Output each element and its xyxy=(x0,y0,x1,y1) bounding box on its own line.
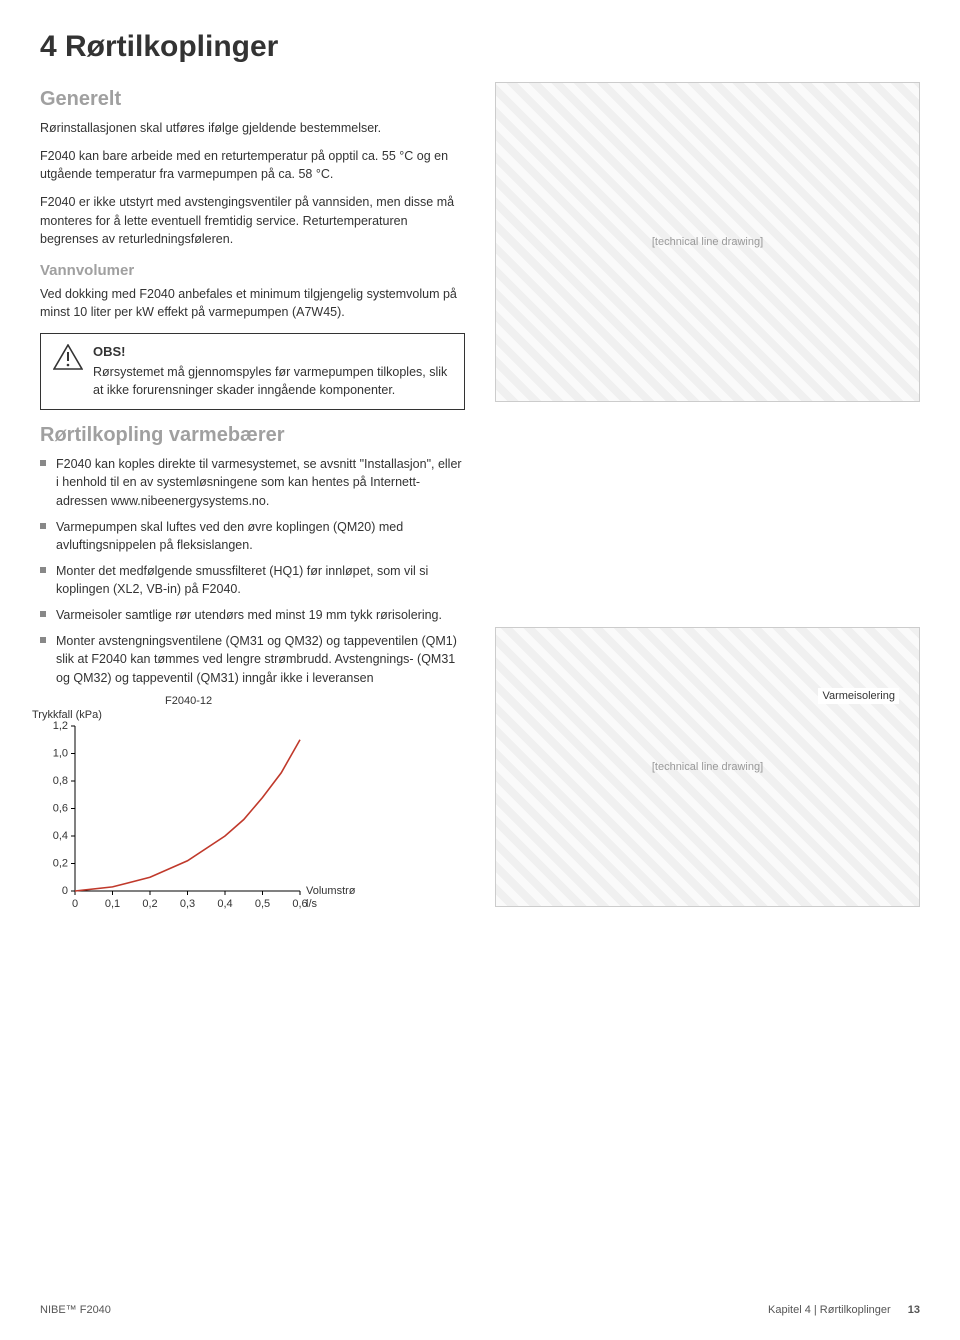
chart-svg: 00,20,40,60,81,01,200,10,20,30,40,50,6Vo… xyxy=(40,721,360,916)
svg-text:0,4: 0,4 xyxy=(53,830,68,842)
bullet-item: Monter avstengningsventilene (QM31 og QM… xyxy=(40,632,465,686)
footer-right: Kapitel 4 | Rørtilkoplinger 13 xyxy=(768,1304,920,1316)
bullet-item: Varmeisoler samtlige rør utendørs med mi… xyxy=(40,606,465,624)
page-title: 4 Rørtilkoplinger xyxy=(40,30,920,64)
obs-title: OBS! xyxy=(93,344,452,359)
svg-text:0,8: 0,8 xyxy=(53,775,68,787)
subsection-vannvolumer-heading: Vannvolumer xyxy=(40,262,465,279)
svg-text:Volumstrø: Volumstrø xyxy=(306,885,356,897)
svg-text:0: 0 xyxy=(72,898,78,910)
chart-title: F2040-12 xyxy=(165,695,360,707)
diagram-varmeisolering-label: Varmeisolering xyxy=(818,688,899,704)
pressure-drop-chart: F2040-12 Trykkfall (kPa) 00,20,40,60,81,… xyxy=(40,695,360,921)
right-column: [technical line drawing] [technical line… xyxy=(495,82,920,921)
two-column-layout: Generelt Rørinstallasjonen skal utføres … xyxy=(40,82,920,921)
warning-icon xyxy=(53,344,83,370)
obs-text: Rørsystemet må gjennomspyles før varmepu… xyxy=(93,363,452,399)
installation-diagram-top: [technical line drawing] xyxy=(495,82,920,402)
svg-text:1,0: 1,0 xyxy=(53,747,68,759)
svg-text:0,2: 0,2 xyxy=(53,857,68,869)
vannvolumer-p1: Ved dokking med F2040 anbefales et minim… xyxy=(40,285,465,321)
footer-chapter: Kapitel 4 | Rørtilkoplinger xyxy=(768,1304,891,1316)
svg-text:0,1: 0,1 xyxy=(105,898,120,910)
svg-text:0,6: 0,6 xyxy=(53,802,68,814)
bullet-item: Varmepumpen skal luftes ved den øvre kop… xyxy=(40,518,465,554)
generelt-p1: Rørinstallasjonen skal utføres ifølge gj… xyxy=(40,119,465,137)
diagram-placeholder-label: [technical line drawing] xyxy=(652,236,763,248)
svg-text:0,3: 0,3 xyxy=(180,898,195,910)
installation-diagram-bottom: [technical line drawing] Varmeisolering xyxy=(495,627,920,907)
generelt-p3: F2040 er ikke utstyrt med avstengingsven… xyxy=(40,193,465,247)
chart-ylabel: Trykkfall (kPa) xyxy=(32,709,360,721)
footer-page-number: 13 xyxy=(908,1304,920,1316)
svg-text:1,2: 1,2 xyxy=(53,721,68,732)
bullet-item: F2040 kan koples direkte til varmesystem… xyxy=(40,455,465,509)
rortilkopling-bullets: F2040 kan koples direkte til varmesystem… xyxy=(40,455,465,686)
diagram-placeholder-label: [technical line drawing] xyxy=(652,761,763,773)
obs-callout: OBS! Rørsystemet må gjennomspyles før va… xyxy=(40,333,465,410)
svg-text:0,4: 0,4 xyxy=(217,898,232,910)
svg-text:0,2: 0,2 xyxy=(142,898,157,910)
left-column: Generelt Rørinstallasjonen skal utføres … xyxy=(40,82,465,921)
svg-text:0: 0 xyxy=(62,885,68,897)
svg-text:0,5: 0,5 xyxy=(255,898,270,910)
bullet-item: Monter det medfølgende smussfilteret (HQ… xyxy=(40,562,465,598)
generelt-p2: F2040 kan bare arbeide med en returtempe… xyxy=(40,147,465,183)
section-generelt-heading: Generelt xyxy=(40,88,465,111)
section-rortilkopling-heading: Rørtilkopling varmebærer xyxy=(40,424,465,447)
footer-left: NIBE™ F2040 xyxy=(40,1304,111,1316)
page-footer: NIBE™ F2040 Kapitel 4 | Rørtilkoplinger … xyxy=(40,1304,920,1316)
svg-text:l/s: l/s xyxy=(306,898,318,910)
